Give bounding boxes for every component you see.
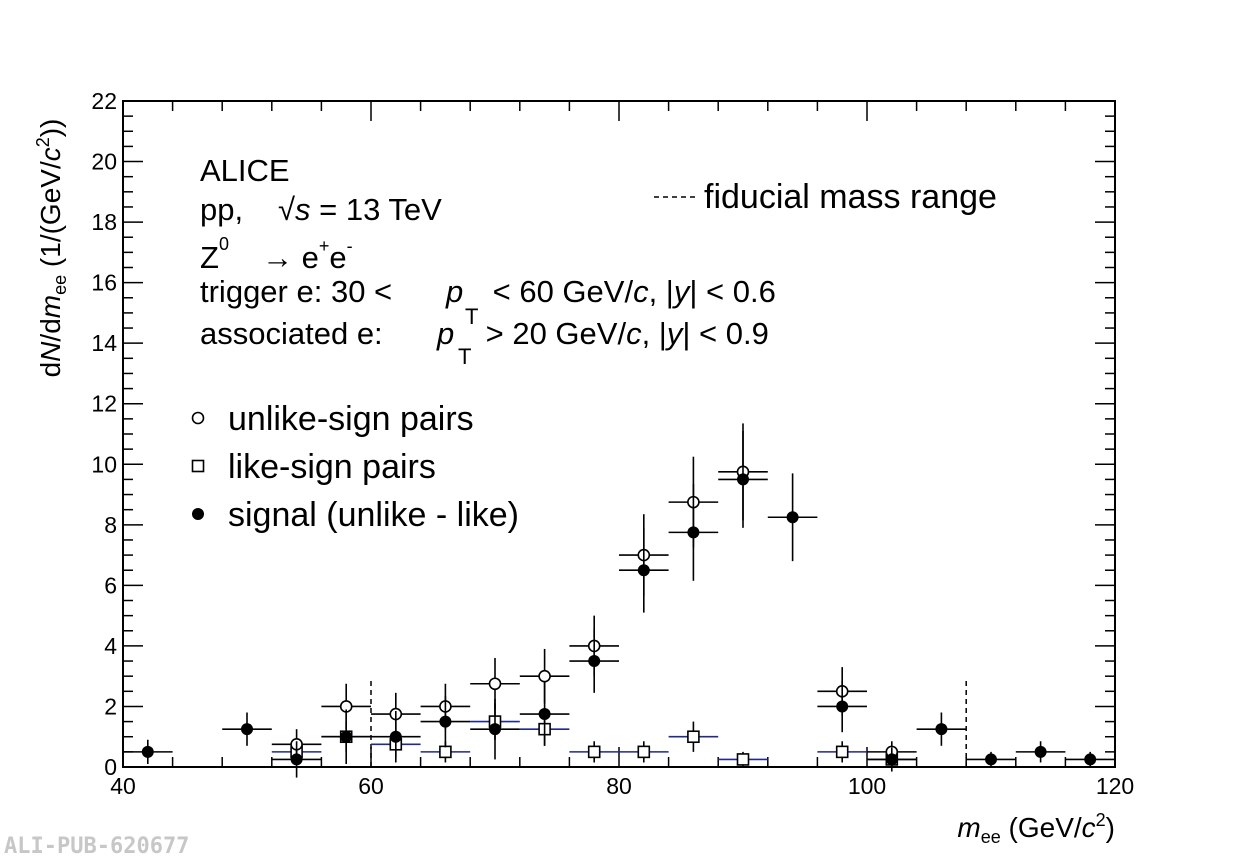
legend-label-unlike: unlike-sign pairs bbox=[228, 400, 474, 438]
data-point-open-square bbox=[817, 741, 867, 763]
y-axis-label: dN/dmee (1/(GeV/c2)) bbox=[33, 119, 70, 378]
marker bbox=[885, 753, 898, 766]
marker bbox=[687, 730, 700, 744]
y-tick-label: 22 bbox=[91, 88, 117, 114]
data-point-filled-circle bbox=[222, 712, 272, 746]
energy-label: pp, √s = 13 TeV bbox=[200, 192, 442, 227]
trigger-label: trigger e: 30 < pT < 60 GeV/c, |y| < 0.6 bbox=[200, 274, 776, 329]
marker bbox=[1084, 753, 1097, 766]
y-tick-label: 6 bbox=[104, 572, 117, 598]
marker bbox=[141, 745, 154, 758]
marker bbox=[538, 708, 551, 721]
y-tick-label: 10 bbox=[91, 451, 117, 477]
data-point-open-square bbox=[718, 751, 768, 767]
data-point-open-square bbox=[668, 721, 719, 752]
marker bbox=[637, 745, 651, 759]
y-tick-label: 4 bbox=[104, 633, 117, 659]
fiducial-legend-label: fiducial mass range bbox=[704, 178, 997, 216]
data-point-filled-circle bbox=[767, 473, 818, 562]
data-point-filled-circle bbox=[966, 751, 1016, 767]
marker bbox=[439, 745, 452, 759]
marker bbox=[290, 753, 303, 766]
legend-label-like: like-sign pairs bbox=[228, 448, 436, 486]
legend: unlike-sign pairs like-sign pairs signal… bbox=[191, 400, 519, 534]
x-tick-label: 60 bbox=[358, 773, 384, 799]
marker bbox=[687, 526, 700, 539]
legend-label-signal: signal (unlike - like) bbox=[228, 496, 519, 534]
marker bbox=[241, 723, 253, 736]
y-tick-label: 0 bbox=[104, 754, 117, 780]
data-point-filled-circle bbox=[1015, 741, 1066, 763]
data-point-filled-circle bbox=[321, 709, 371, 764]
marker bbox=[1034, 745, 1047, 758]
marker bbox=[489, 723, 501, 736]
x-tick-label: 120 bbox=[1096, 773, 1134, 799]
fiducial-lines bbox=[370, 680, 967, 767]
y-tick-label: 8 bbox=[104, 512, 117, 538]
y-tick-label: 18 bbox=[91, 209, 117, 235]
plot-frame bbox=[122, 100, 1116, 768]
data-point-filled-circle bbox=[916, 712, 967, 746]
y-tick-label: 2 bbox=[104, 693, 117, 719]
legend-marker-like bbox=[191, 459, 205, 473]
marker bbox=[737, 473, 749, 486]
data-point-filled-circle bbox=[718, 430, 768, 528]
data-point-filled-circle bbox=[668, 483, 719, 581]
data-point-filled-circle bbox=[619, 527, 669, 613]
y-tick-label: 12 bbox=[91, 391, 117, 417]
x-tick-label: 80 bbox=[606, 773, 632, 799]
x-tick-label: 100 bbox=[848, 773, 886, 799]
marker bbox=[935, 723, 948, 736]
marker bbox=[439, 715, 452, 728]
data-point-filled-circle bbox=[271, 741, 322, 778]
data-point-filled-circle bbox=[123, 739, 173, 764]
data-point-filled-circle bbox=[371, 710, 421, 763]
marker bbox=[985, 753, 997, 766]
publication-id: ALI-PUB-620677 bbox=[4, 834, 189, 859]
marker bbox=[488, 677, 502, 691]
data-point-filled-circle bbox=[519, 682, 570, 746]
y-tick-label: 20 bbox=[91, 149, 117, 175]
data-point-open-square bbox=[569, 741, 619, 763]
data-point-filled-circle bbox=[817, 680, 867, 733]
marker bbox=[786, 511, 799, 524]
tick-labels: 40 60 80 100 120 0 2 4 6 8 10 12 14 16 18 20 22 bbox=[91, 88, 1134, 799]
marker bbox=[340, 730, 353, 743]
data-point-filled-circle bbox=[420, 695, 471, 748]
data-point-filled-circle bbox=[569, 629, 619, 693]
marker bbox=[637, 564, 650, 577]
process-label: Z0 → e+e- bbox=[200, 234, 353, 275]
marker bbox=[835, 745, 849, 759]
y-tick-label: 14 bbox=[91, 330, 117, 356]
x-axis-label: mee (GeV/c2) bbox=[957, 810, 1115, 847]
legend-marker-unlike bbox=[191, 411, 205, 425]
experiment-label: ALICE bbox=[200, 153, 290, 188]
marker bbox=[538, 669, 551, 683]
marker bbox=[836, 700, 849, 713]
x-tick-label: 40 bbox=[110, 773, 136, 799]
marker bbox=[587, 745, 601, 759]
legend-marker-signal bbox=[192, 508, 204, 520]
y-tick-label: 16 bbox=[91, 270, 117, 296]
data-point-open-square bbox=[619, 741, 669, 763]
data-points bbox=[123, 423, 1115, 778]
data-point-filled-circle bbox=[470, 698, 520, 760]
marker bbox=[736, 753, 750, 766]
marker bbox=[588, 655, 601, 668]
marker bbox=[389, 730, 402, 743]
associated-label: associated e: pT > 20 GeV/c, |y| < 0.9 bbox=[200, 316, 769, 369]
data-point-filled-circle bbox=[1065, 751, 1115, 767]
